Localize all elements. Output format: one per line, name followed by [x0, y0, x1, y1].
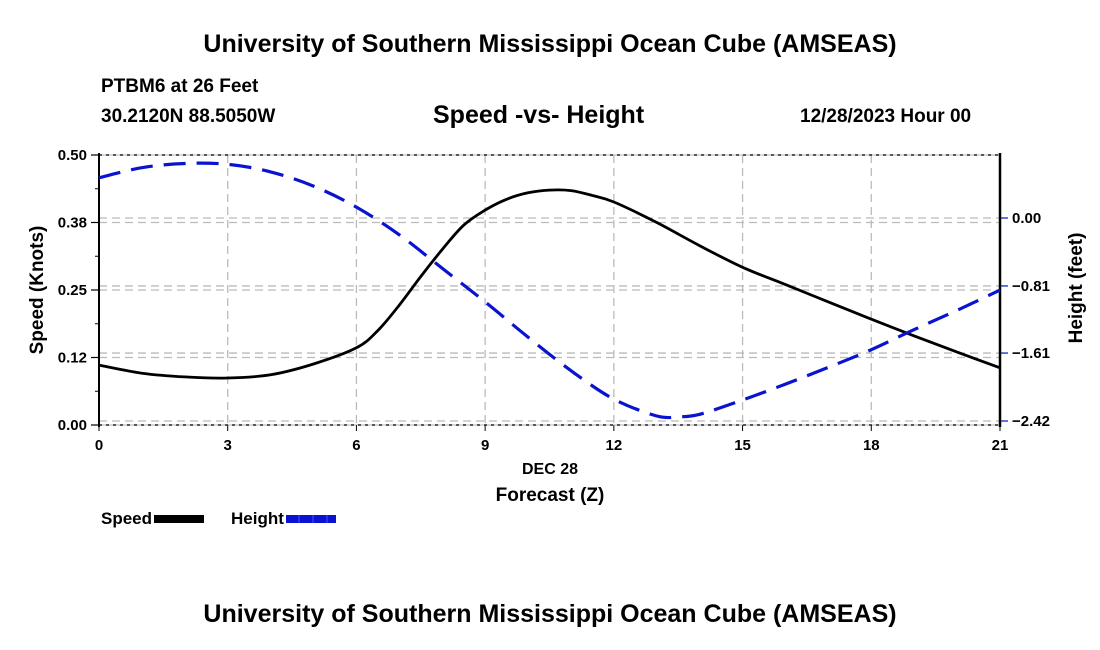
x-tick-label: 6 — [352, 437, 360, 454]
coordinates-label: 30.2120N 88.5050W — [101, 106, 276, 127]
series-line-speed — [98, 188, 1001, 380]
x-tick-label: 15 — [734, 437, 751, 454]
axes — [91, 153, 1008, 431]
legend-item-height: Height — [231, 509, 336, 529]
forecast-datetime: 12/28/2023 Hour 00 — [800, 106, 972, 127]
station-label: PTBM6 at 26 Feet — [101, 76, 259, 97]
main-title: University of Southern Mississippi Ocean… — [203, 30, 897, 58]
x-tick-label: 0 — [95, 437, 103, 454]
grid-lines — [99, 155, 1000, 425]
series-line-height — [98, 161, 1001, 420]
x-axis-date: DEC 28 — [522, 461, 578, 478]
x-tick-label: 18 — [863, 437, 880, 454]
y-tick-label: 0.50 — [58, 147, 87, 164]
x-tick-label: 3 — [224, 437, 232, 454]
y2-tick-label: −2.42 — [1012, 413, 1050, 430]
y-tick-label: 0.12 — [58, 350, 87, 367]
y-tick-label: 0.38 — [58, 215, 87, 232]
y2-tick-label: −1.61 — [1012, 345, 1050, 362]
chart-subtitle: Speed -vs- Height — [433, 101, 645, 129]
legend-speed-swatch — [154, 515, 205, 523]
x-tick-label: 9 — [481, 437, 489, 454]
y-tick-label: 0.25 — [58, 282, 87, 299]
y-axis-title: Speed (Knots) — [27, 226, 48, 355]
y-tick-label: 0.00 — [58, 417, 87, 434]
x-axis-title: Forecast (Z) — [496, 485, 605, 506]
axis-labels: 0 3 6 9 12 15 18 21 0.00 0.12 0.25 0.38 0.50 0.00 −0.8… — [27, 147, 1087, 506]
y2-tick-label: 0.00 — [1012, 210, 1041, 227]
series-lines — [98, 161, 1001, 420]
footer-title: University of Southern Mississippi Ocean… — [203, 600, 897, 628]
x-tick-label: 12 — [606, 437, 623, 454]
x-tick-label: 21 — [992, 437, 1009, 454]
legend-speed-label: Speed — [101, 509, 153, 528]
legend-item-speed: Speed — [101, 509, 205, 529]
legend-height-swatch — [285, 515, 336, 523]
y2-tick-label: −0.81 — [1012, 278, 1050, 295]
legend-height-label: Height — [231, 509, 284, 528]
y2-axis-title: Height (feet) — [1066, 233, 1087, 344]
